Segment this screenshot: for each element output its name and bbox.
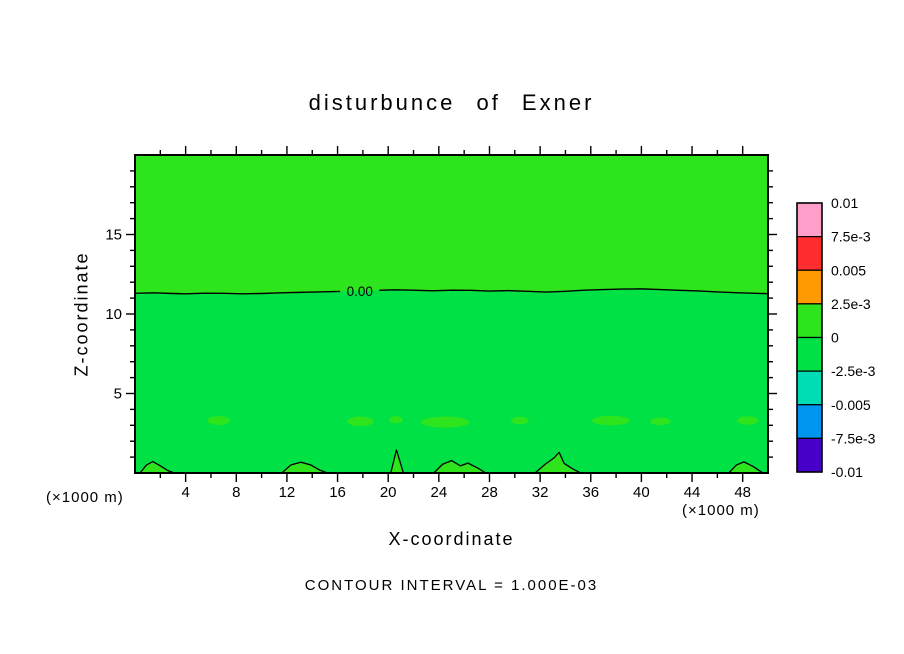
y-tick-label: 15 xyxy=(105,227,122,244)
x-tick-label: 12 xyxy=(279,484,296,501)
x-tick-label: 40 xyxy=(633,484,650,501)
surface-zero-contour xyxy=(139,460,175,473)
surface-zero-contour xyxy=(534,451,581,473)
colorbar-segment xyxy=(796,236,823,271)
x-unit-label-left: (×1000 m) xyxy=(46,489,124,506)
colorbar-frame xyxy=(796,202,823,473)
colorbar-segment xyxy=(796,336,823,372)
surface-zero-contour xyxy=(281,461,328,473)
colorbar-label: 7.5e-3 xyxy=(831,229,871,245)
surface-zero-contour xyxy=(433,459,487,473)
zero-contour-line xyxy=(135,290,341,295)
positive-patch xyxy=(736,416,759,425)
colorbar-label: 2.5e-3 xyxy=(831,296,871,312)
positive-patch xyxy=(207,416,230,425)
surface-zero-contour xyxy=(728,461,764,473)
colorbar-segment xyxy=(796,269,823,305)
y-tick-label: 10 xyxy=(105,306,122,323)
colorbar-label: -0.005 xyxy=(831,397,871,413)
colorbar-segment xyxy=(796,303,823,339)
colorbar-segment xyxy=(796,202,823,238)
colorbar-label: 0.01 xyxy=(831,195,858,211)
colorbar-segment xyxy=(796,437,823,473)
colorbar-segment xyxy=(796,370,823,406)
x-tick-label: 8 xyxy=(232,484,240,501)
colorbar-segment xyxy=(796,404,823,439)
plot-area xyxy=(135,155,768,473)
x-unit-label-right: (×1000 m) xyxy=(682,502,760,519)
x-tick-label: 20 xyxy=(380,484,397,501)
positive-patch xyxy=(347,416,374,427)
colorbar-label: -7.5e-3 xyxy=(831,430,876,446)
x-tick-label: 24 xyxy=(430,484,447,501)
x-tick-label: 36 xyxy=(582,484,599,501)
zero-contour-line xyxy=(379,288,768,295)
positive-patch xyxy=(650,417,671,426)
plot-title: disturbunce of Exner xyxy=(308,90,595,115)
positive-patch xyxy=(421,416,470,428)
colorbar-label: 0.005 xyxy=(831,262,866,278)
x-tick-label: 16 xyxy=(329,484,346,501)
x-tick-label: 28 xyxy=(481,484,498,501)
y-axis-label: Z-coordinate xyxy=(71,251,92,377)
zero-contour-label: 0.00 xyxy=(347,284,373,299)
contour-interval-note: CONTOUR INTERVAL = 1.000E-03 xyxy=(304,577,599,594)
surface-zero-contour xyxy=(390,449,405,473)
positive-patch xyxy=(592,415,631,426)
positive-patch xyxy=(511,416,529,425)
x-axis-label: X-coordinate xyxy=(388,529,515,549)
positive-patch xyxy=(388,416,403,424)
plot-fill-upper xyxy=(135,155,768,294)
x-tick-label: 44 xyxy=(684,484,701,501)
x-tick-label: 32 xyxy=(532,484,549,501)
x-tick-label: 48 xyxy=(734,484,751,501)
colorbar-label: -2.5e-3 xyxy=(831,363,876,379)
x-tick-label: 4 xyxy=(181,484,189,501)
colorbar-label: -0.01 xyxy=(831,464,863,480)
colorbar-label: 0 xyxy=(831,330,839,346)
y-tick-label: 5 xyxy=(114,386,122,403)
